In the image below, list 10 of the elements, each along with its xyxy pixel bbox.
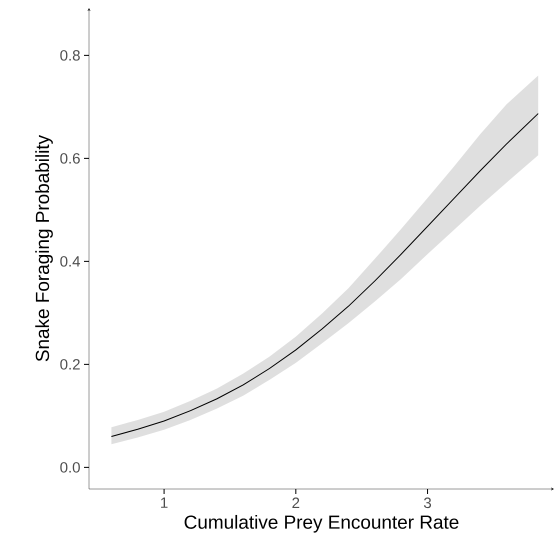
x-tick-label: 3 (424, 498, 432, 508)
x-tick-label: 1 (161, 498, 168, 508)
y-axis-title: Snake Foraging Probability (35, 134, 53, 362)
y-tick-label: 0.6 (60, 153, 80, 164)
y-tick-label: 0.4 (60, 256, 80, 267)
y-tick-label: 0.8 (60, 50, 80, 61)
y-tick-label: 0.0 (60, 462, 80, 473)
x-axis-title: Cumulative Prey Encounter Rate (184, 514, 458, 533)
x-tick-label: 2 (292, 498, 300, 508)
y-tick-label: 0.2 (60, 359, 80, 370)
